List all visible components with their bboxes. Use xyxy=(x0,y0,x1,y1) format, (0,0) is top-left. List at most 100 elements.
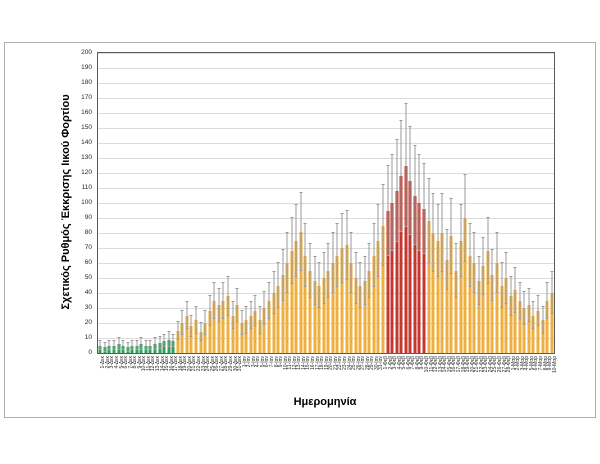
bar xyxy=(386,210,390,353)
error-bar xyxy=(314,257,316,305)
error-bar-cap-top xyxy=(399,119,403,121)
error-bar-cap-top xyxy=(121,340,125,341)
bar-slot xyxy=(166,53,171,353)
error-bar-cap-top xyxy=(221,281,225,283)
bar xyxy=(381,225,385,353)
error-bar xyxy=(318,263,320,308)
error-bar xyxy=(355,252,357,304)
bar xyxy=(436,240,440,353)
bar-slot xyxy=(125,53,130,353)
bar-slot xyxy=(276,53,281,353)
error-bar-cap-bottom xyxy=(308,296,312,298)
error-bar xyxy=(551,272,553,314)
bar xyxy=(299,231,303,353)
error-bar xyxy=(140,338,142,350)
error-bar-cap-top xyxy=(436,203,440,205)
bar xyxy=(322,278,326,353)
bar-slot xyxy=(476,53,481,353)
error-bar xyxy=(382,185,384,266)
bar-slot xyxy=(290,53,295,353)
bar-slot xyxy=(358,53,363,353)
error-bar-cap-bottom xyxy=(244,332,248,334)
error-bar-cap-top xyxy=(285,232,289,233)
bar xyxy=(481,266,485,353)
error-bar xyxy=(519,282,521,319)
bar-slot xyxy=(344,53,349,353)
bar-slot xyxy=(226,53,231,353)
bar xyxy=(472,263,476,353)
bar-slot xyxy=(372,53,377,353)
error-bar-cap-bottom xyxy=(189,335,193,337)
error-bar-cap-bottom xyxy=(117,349,120,350)
error-bar xyxy=(268,282,270,319)
bar-slot xyxy=(207,53,212,353)
bar-slot xyxy=(472,53,477,353)
bar xyxy=(536,311,540,353)
error-bar-cap-top xyxy=(390,154,394,155)
error-bar xyxy=(359,263,361,308)
error-bar xyxy=(423,164,425,254)
bar-slot xyxy=(130,53,135,353)
error-bar-cap-top xyxy=(413,145,417,146)
error-bar-cap-top xyxy=(290,217,294,218)
bar-slot xyxy=(157,53,162,353)
error-bar-cap-bottom xyxy=(144,349,148,350)
error-bar xyxy=(350,233,352,293)
bar xyxy=(194,320,198,353)
y-tick-label: 180 xyxy=(81,78,92,86)
bar-slot xyxy=(495,53,500,353)
error-bar-cap-bottom xyxy=(130,349,134,350)
error-bar-cap-top xyxy=(281,248,285,250)
error-bar xyxy=(323,252,325,304)
bar-slot xyxy=(144,53,149,353)
error-bar-cap-bottom xyxy=(340,281,344,283)
bar-slot xyxy=(331,53,336,353)
error-bar-cap-bottom xyxy=(272,313,276,314)
error-bar-cap-top xyxy=(212,281,216,283)
error-bar xyxy=(532,302,534,329)
error-bar-cap-bottom xyxy=(180,334,184,335)
bar xyxy=(249,315,253,353)
bar-slot xyxy=(98,53,103,353)
gridline xyxy=(98,248,554,249)
bar xyxy=(349,263,353,353)
bar xyxy=(399,176,403,353)
bar-slot xyxy=(285,53,290,353)
error-bar-cap-top xyxy=(527,287,531,289)
bar xyxy=(180,323,184,353)
bar-slot xyxy=(545,53,550,353)
gridline xyxy=(98,83,554,84)
error-bar-cap-bottom xyxy=(486,283,490,284)
bar xyxy=(413,195,417,353)
error-bar xyxy=(501,263,503,308)
bar-slot xyxy=(513,53,518,353)
bar-slot xyxy=(367,53,372,353)
bar xyxy=(408,180,412,353)
gridline xyxy=(98,68,554,69)
error-bar xyxy=(177,321,179,340)
error-bar-cap-bottom xyxy=(490,299,494,301)
error-bar-cap-top xyxy=(153,337,157,338)
error-bar-cap-bottom xyxy=(408,233,412,235)
bar-slot xyxy=(321,53,326,353)
error-bar-cap-top xyxy=(358,262,362,263)
error-bar-cap-bottom xyxy=(518,317,522,319)
error-bar-cap-top xyxy=(422,163,426,164)
bar-slot xyxy=(445,53,450,353)
bar xyxy=(531,315,535,353)
y-tick-label: 60 xyxy=(84,258,92,266)
bar-slot xyxy=(303,53,308,353)
error-bar-cap-bottom xyxy=(249,328,253,329)
error-bar-cap-bottom xyxy=(481,293,485,295)
error-bar xyxy=(277,263,279,308)
error-bar-cap-bottom xyxy=(335,286,339,287)
bar-slot xyxy=(171,53,176,353)
error-bar-cap-bottom xyxy=(203,334,207,335)
bar-slot xyxy=(271,53,276,353)
bar xyxy=(504,278,508,353)
bar-slot xyxy=(194,53,199,353)
bar-slot xyxy=(527,53,532,353)
error-bar xyxy=(145,341,147,350)
bar-slot xyxy=(435,53,440,353)
error-bar xyxy=(108,341,110,350)
